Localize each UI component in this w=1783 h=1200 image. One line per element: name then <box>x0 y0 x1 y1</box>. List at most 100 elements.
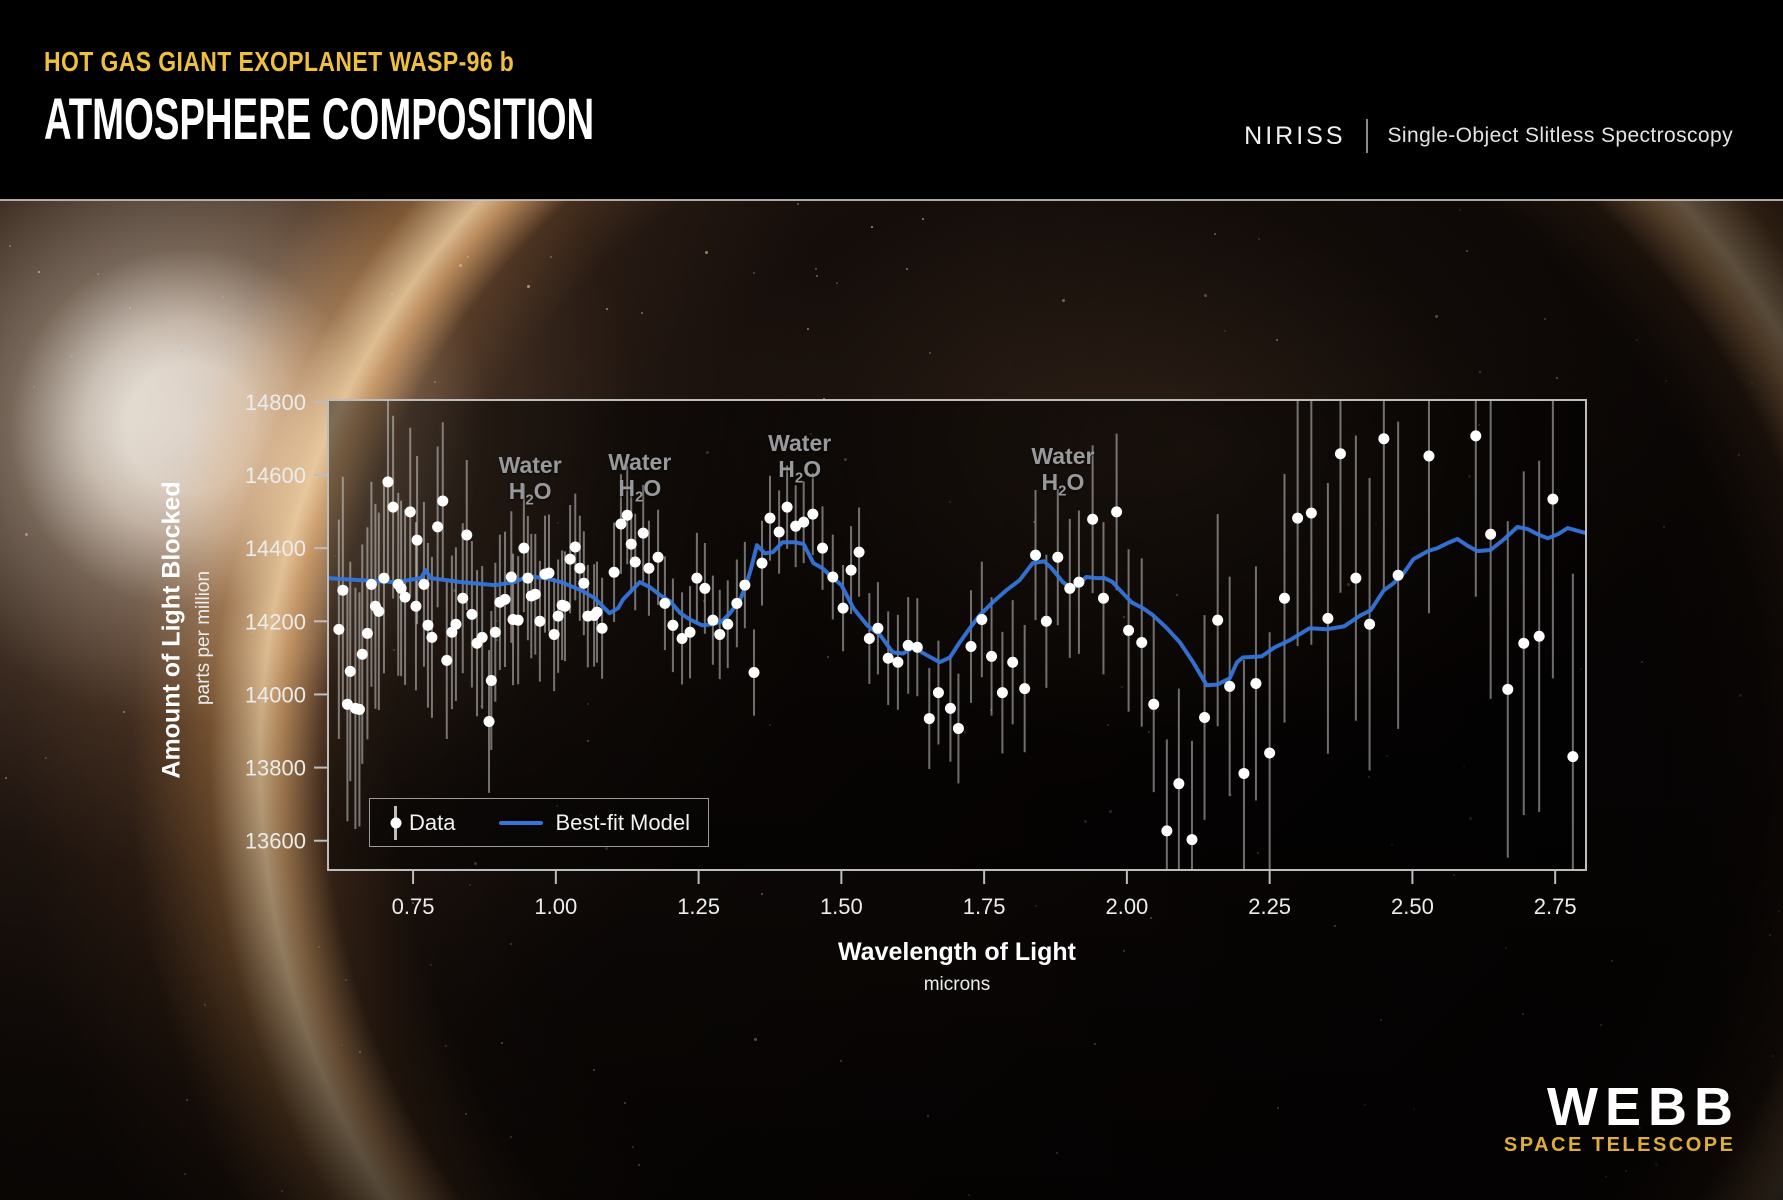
data-point <box>952 722 964 734</box>
water-annotation: Water H2O <box>608 449 672 506</box>
legend-data-label: Data <box>409 809 456 835</box>
data-point <box>1278 592 1290 604</box>
y-axis-title: Amount of Light Blocked <box>157 481 186 779</box>
data-point <box>1567 751 1579 763</box>
data-point <box>1518 637 1530 649</box>
data-point <box>853 546 865 558</box>
data-point <box>1123 624 1135 636</box>
data-point <box>1186 834 1198 846</box>
data-point <box>643 562 655 574</box>
x-tick-label: 1.50 <box>820 894 863 919</box>
data-point <box>378 572 390 584</box>
x-tick-label: 1.75 <box>963 894 1006 919</box>
webb-logo-name: WEBB <box>1547 1077 1740 1137</box>
data-point <box>483 716 495 728</box>
data-point <box>559 600 571 612</box>
instrument-divider <box>1365 119 1368 153</box>
instrument-block: NIRISS Single-Object Slitless Spectrosco… <box>1244 108 1733 164</box>
data-point <box>476 631 488 643</box>
data-point <box>621 509 633 521</box>
y-tick-label: 14000 <box>245 682 306 707</box>
water-annotation: Water H2O <box>768 429 832 487</box>
data-point <box>543 567 555 579</box>
data-point <box>564 553 576 565</box>
data-point <box>1392 569 1404 581</box>
data-point <box>365 578 377 590</box>
data-point <box>1040 615 1052 627</box>
spectrum-chart: 0.75 1.00 1.25 1.50 1.75 2.00 2.25 2.50 2.75 1480… <box>245 390 1587 919</box>
data-point <box>996 687 1008 699</box>
y-tick-label: 13600 <box>245 829 306 854</box>
webb-logo-subtitle: SPACE TELESCOPE <box>1503 1134 1736 1156</box>
data-point <box>382 476 394 488</box>
space-background <box>0 200 1783 1200</box>
x-axis-units: microns <box>923 974 991 995</box>
data-point <box>1378 433 1390 445</box>
data-point <box>1007 656 1019 668</box>
data-point <box>965 641 977 653</box>
data-point <box>691 572 703 584</box>
data-point <box>944 702 956 714</box>
instrument-mode: Single-Object Slitless Spectroscopy <box>1387 124 1733 147</box>
data-point <box>1547 493 1559 505</box>
header-bar: HOT GAS GIANT EXOPLANET WASP-96 b ATMOSP… <box>0 0 1783 200</box>
data-point <box>489 626 501 638</box>
plot-border <box>327 399 1587 871</box>
data-point <box>529 588 541 600</box>
data-point <box>827 571 839 583</box>
y-tick-label: 14200 <box>245 609 306 634</box>
data-point <box>1173 778 1185 790</box>
data-point <box>798 516 810 528</box>
data-point <box>837 602 849 614</box>
water-annotation: Water H2O <box>1031 443 1095 500</box>
data-point <box>418 578 430 590</box>
data-point <box>1087 513 1099 525</box>
data-point <box>976 613 988 625</box>
data-point <box>411 534 423 546</box>
data-point <box>1364 618 1376 630</box>
data-point <box>1334 448 1346 460</box>
data-point <box>485 675 497 687</box>
data-point <box>1423 450 1435 462</box>
data-point <box>1292 512 1304 524</box>
data-point <box>1238 767 1250 779</box>
data-point <box>574 562 586 574</box>
data-point <box>923 713 935 725</box>
plot-area: 0.75 1.00 1.25 1.50 1.75 2.00 2.25 2.50 2.75 1480… <box>245 390 1587 919</box>
data-point <box>1136 636 1148 648</box>
data-point <box>722 618 734 630</box>
data-point <box>450 618 462 630</box>
data-point <box>534 615 546 627</box>
data-point <box>1212 614 1224 626</box>
data-point <box>739 579 751 591</box>
data-point <box>432 521 444 533</box>
data-point <box>756 557 768 569</box>
data-point <box>512 614 524 626</box>
data-point <box>817 542 829 554</box>
data-point <box>373 605 385 617</box>
data-point <box>615 518 627 530</box>
data-point <box>764 512 776 524</box>
vignette-bottom <box>0 200 1783 1200</box>
y-axis-units: parts per million <box>193 570 214 706</box>
data-point <box>353 703 365 715</box>
x-tick-label: 2.00 <box>1105 894 1148 919</box>
data-point <box>548 628 560 640</box>
data-point <box>1322 612 1334 624</box>
data-point <box>676 632 688 644</box>
data-point <box>863 632 875 644</box>
chart-legend: Data Best-fit Model <box>369 798 709 847</box>
data-point <box>426 631 438 643</box>
data-point <box>1224 680 1236 692</box>
x-tick-label: 0.75 <box>392 894 435 919</box>
data-point <box>845 564 857 576</box>
data-point <box>422 619 434 631</box>
data-point <box>522 572 534 584</box>
data-point <box>356 648 368 660</box>
data-marker-sample <box>390 805 401 840</box>
data-point <box>569 541 581 553</box>
data-point <box>437 495 449 507</box>
data-point <box>1485 528 1497 540</box>
data-point <box>1350 572 1362 584</box>
